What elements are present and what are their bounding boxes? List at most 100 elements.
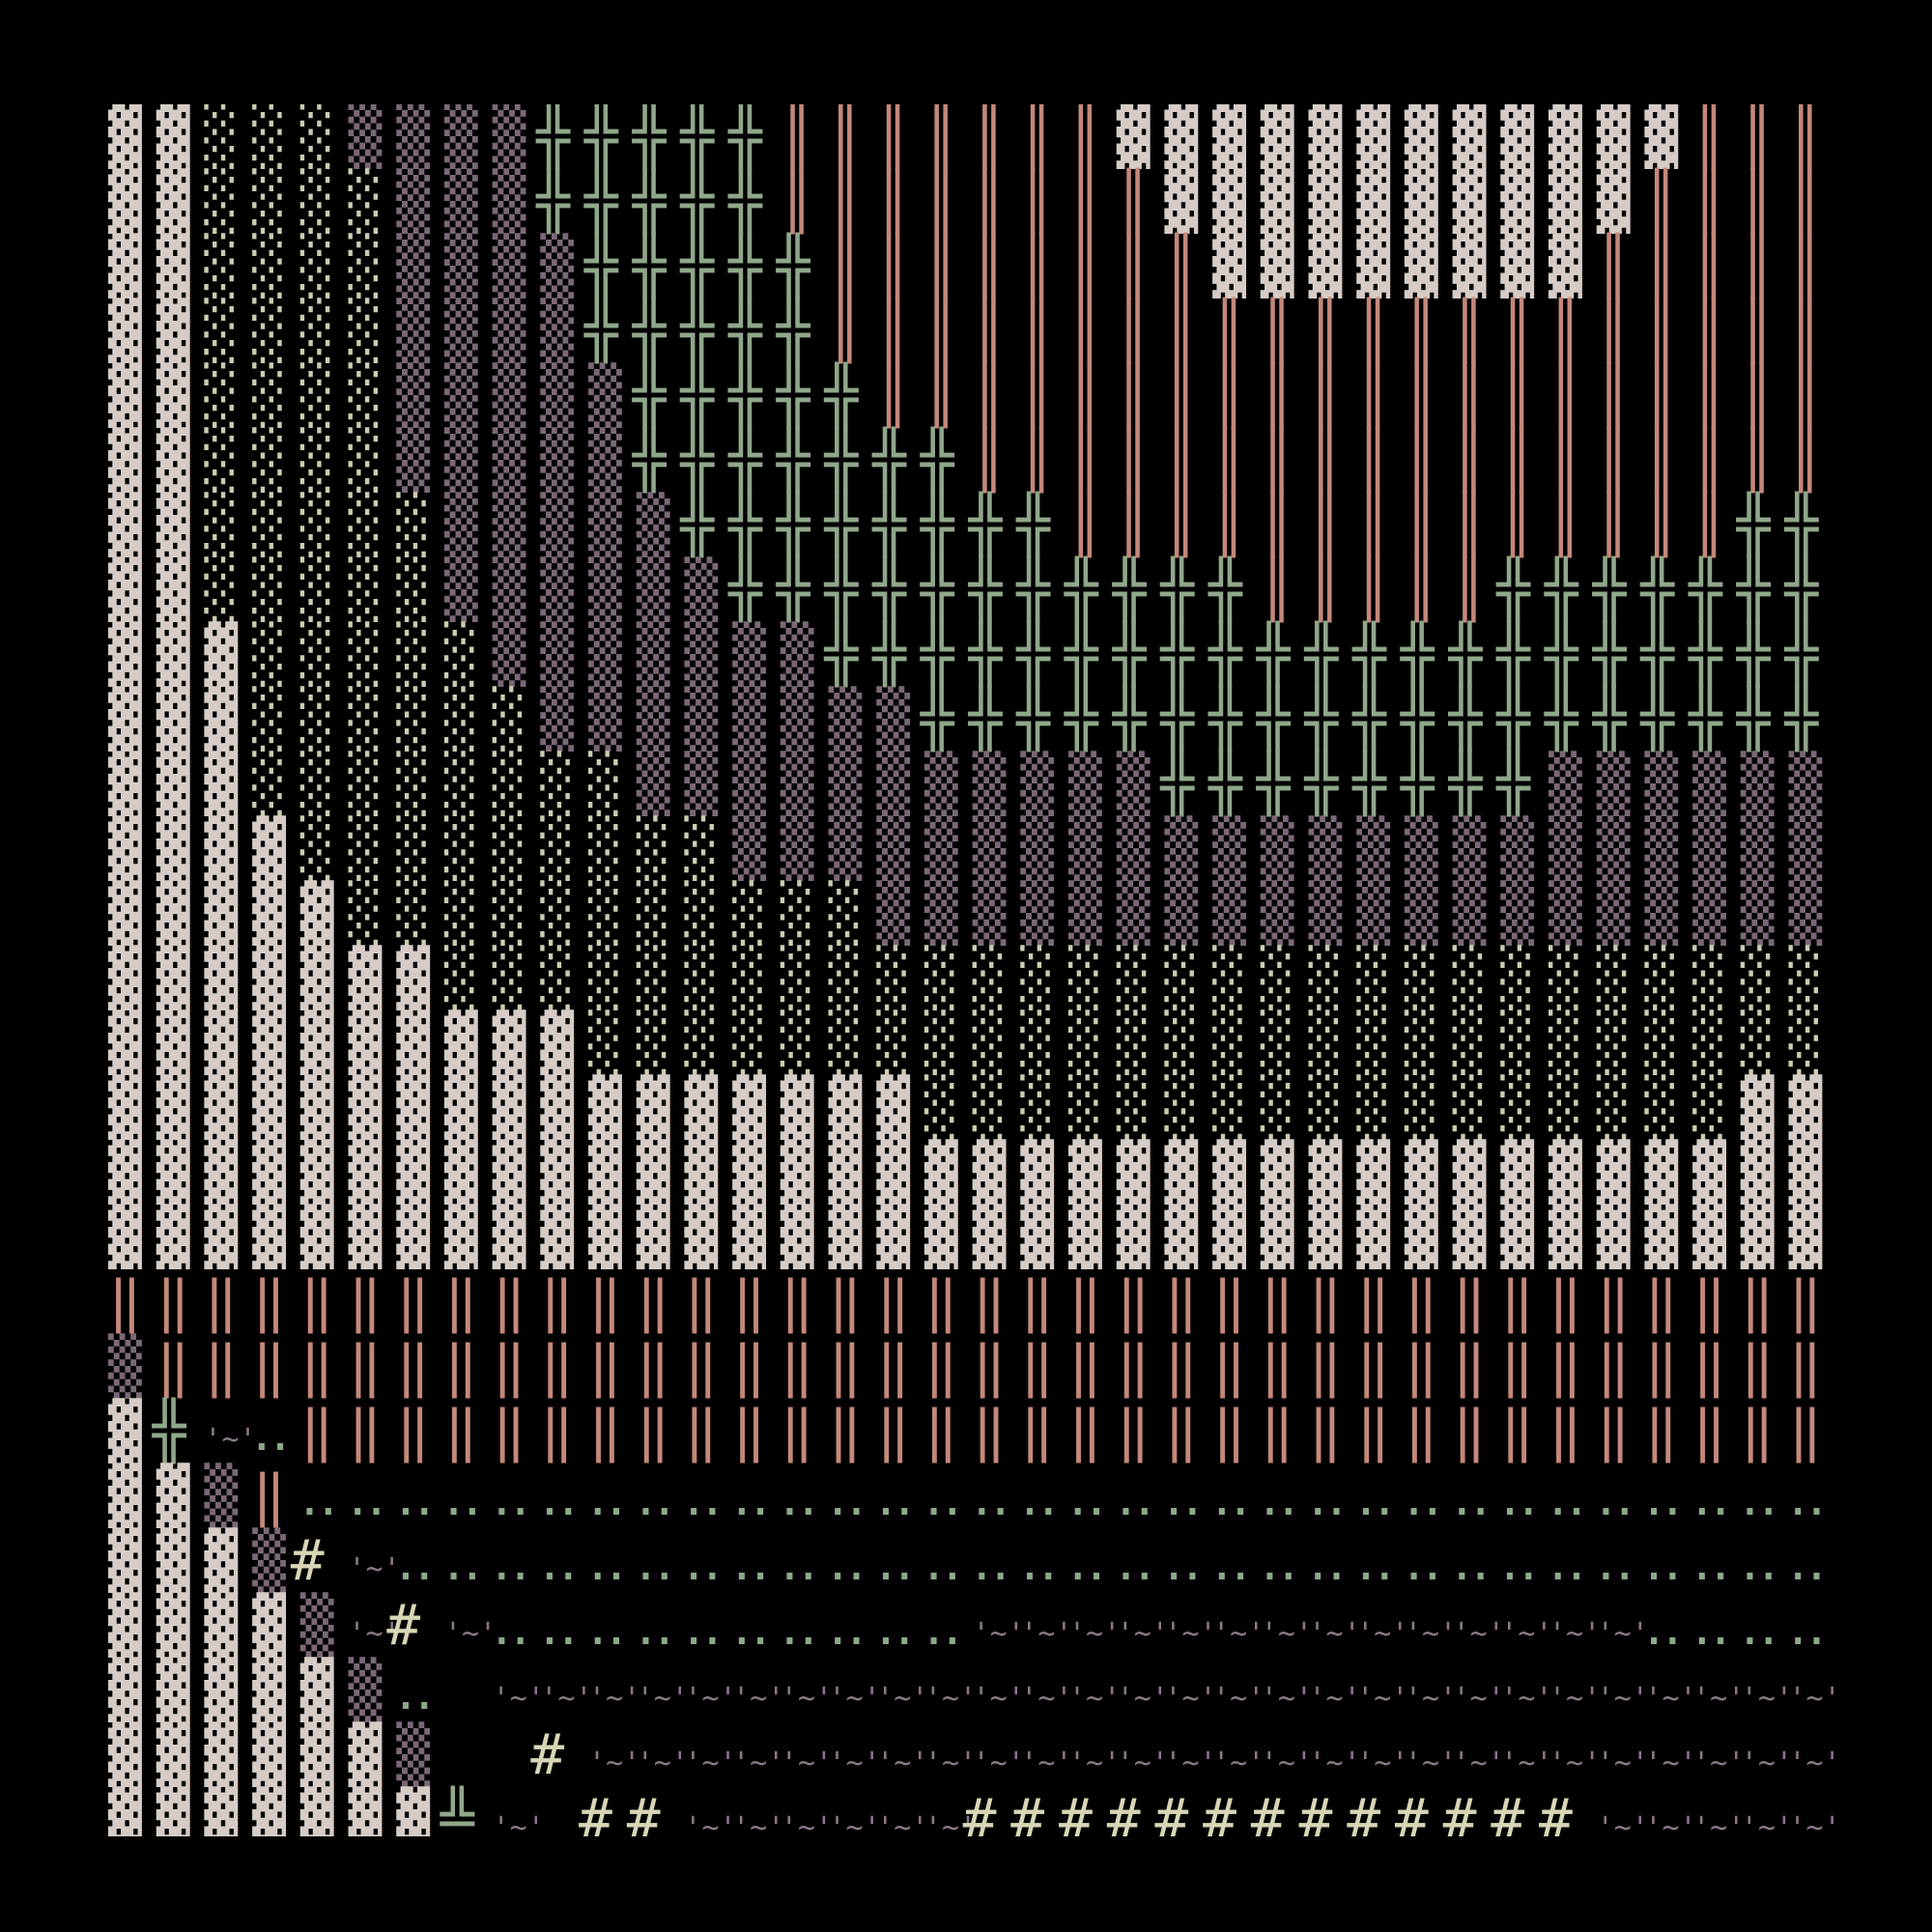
double-vertical-cell: ║ xyxy=(828,104,863,169)
dark-shade-cell: ▓ xyxy=(299,1074,334,1140)
double-bar-cell: ‖ xyxy=(396,1268,431,1334)
double-vertical-cell: ║ xyxy=(876,298,911,363)
double-cross-cell: ╬ xyxy=(1208,686,1243,752)
medium-shade-cell: ▒ xyxy=(588,556,622,622)
light-shade-cell: ░ xyxy=(1596,945,1631,1010)
light-shade-cell: ░ xyxy=(780,1009,814,1075)
double-cross-cell: ╬ xyxy=(968,621,1003,687)
light-shade-cell: ░ xyxy=(443,815,478,881)
medium-shade-cell: ▒ xyxy=(396,233,431,298)
tilde-cell: '~' xyxy=(1644,1811,1697,1837)
tilde-cell: '~' xyxy=(1788,1747,1836,1780)
tilde-cell: '~' xyxy=(636,1682,689,1716)
hash-cell: # xyxy=(530,1721,565,1787)
medium-shade-cell: ▒ xyxy=(396,298,431,363)
dark-shade-cell: ▓ xyxy=(204,1009,239,1075)
dark-shade-cell: ▓ xyxy=(923,1204,958,1269)
double-vertical-cell: ║ xyxy=(1260,427,1294,493)
double-vertical-cell: ║ xyxy=(1500,298,1535,363)
double-cross-cell: ╬ xyxy=(152,1398,186,1463)
double-cross-cell: ╬ xyxy=(584,298,618,363)
hash-cell: # xyxy=(1394,1786,1429,1837)
double-cross-cell: ╬ xyxy=(1016,686,1051,752)
two-dot-cell: ‥ xyxy=(1740,1592,1778,1658)
dark-shade-cell: ▓ xyxy=(252,1074,287,1140)
double-cross-cell: ╬ xyxy=(728,233,763,298)
two-dot-cell: ‥ xyxy=(1500,1463,1539,1528)
dark-shade-cell: ▓ xyxy=(252,1786,287,1837)
double-bar-cell: ‖ xyxy=(780,1333,814,1399)
dark-shade-cell: ▓ xyxy=(588,1204,622,1269)
double-vertical-cell: ║ xyxy=(1788,233,1823,298)
two-dot-cell: ‥ xyxy=(923,1527,962,1593)
double-cross-cell: ╬ xyxy=(1784,492,1819,557)
dark-shade-cell: ▓ xyxy=(443,1009,478,1075)
dark-shade-cell: ▓ xyxy=(156,298,190,363)
tilde-cell: '~' xyxy=(1260,1747,1313,1780)
two-dot-cell: ‥ xyxy=(1452,1463,1491,1528)
tilde-cell: '~' xyxy=(828,1747,881,1780)
double-cross-cell: ╬ xyxy=(1352,751,1387,816)
medium-shade-cell: ▒ xyxy=(1116,880,1151,946)
dark-shade-cell: ▓ xyxy=(732,1074,767,1140)
medium-shade-cell: ▒ xyxy=(1020,880,1055,946)
double-cross-cell: ╬ xyxy=(1304,686,1339,752)
dark-shade-cell: ▓ xyxy=(156,880,190,946)
double-cross-cell: ╬ xyxy=(536,168,571,234)
two-dot-cell: ‥ xyxy=(492,1527,530,1593)
double-cross-cell: ╬ xyxy=(1496,556,1531,622)
dark-shade-cell: ▓ xyxy=(1020,1204,1055,1269)
light-shade-cell: ░ xyxy=(299,362,334,428)
double-cross-cell: ╬ xyxy=(1208,751,1243,816)
double-cross-cell: ╬ xyxy=(632,104,667,169)
ascii-art-grid: ▓ ▓ ░ ░ ░ ▒ ▒ ▒ ▒ ╬ ╬ ╬ ╬ ╬ ║ ║ ║ ║ ║ ║ ║ ▓ ▓ ▓ ▓ ▓ ▓ ▓ ▓ ▓ ▓ ▓ ▓ ║ ║ ║ ▓ ▓ ░ ░… xyxy=(108,104,1835,1836)
dark-shade-cell: ▓ xyxy=(1116,1204,1151,1269)
double-cross-cell: ╬ xyxy=(1112,556,1147,622)
medium-shade-cell: ▒ xyxy=(204,1463,239,1528)
double-cross-cell: ╬ xyxy=(1304,751,1339,816)
light-shade-cell: ░ xyxy=(299,298,334,363)
dark-shade-cell: ▓ xyxy=(108,1074,142,1140)
double-vertical-cell: ║ xyxy=(1116,168,1151,234)
two-dot-cell: ‥ xyxy=(1740,1463,1778,1528)
tilde-cell: '~' xyxy=(732,1811,785,1837)
light-shade-cell: ░ xyxy=(1644,945,1679,1010)
double-cross-cell: ╬ xyxy=(728,362,763,428)
hash-cell: # xyxy=(1154,1786,1189,1837)
hash-cell: # xyxy=(1442,1786,1477,1837)
dark-shade-cell: ▓ xyxy=(972,1139,1007,1205)
tilde-cell: '~' xyxy=(348,1617,401,1651)
medium-shade-cell: ▒ xyxy=(396,1721,431,1787)
dark-shade-cell: ▓ xyxy=(108,168,142,234)
hash-cell: # xyxy=(290,1527,325,1593)
double-bar-cell: ‖ xyxy=(299,1268,334,1334)
double-vertical-cell: ║ xyxy=(780,168,814,234)
double-cross-cell: ╬ xyxy=(1448,751,1483,816)
dark-shade-cell: ▓ xyxy=(299,1009,334,1075)
double-cross-cell: ╬ xyxy=(536,104,571,169)
double-vertical-cell: ║ xyxy=(1452,556,1487,622)
dark-shade-cell: ▓ xyxy=(1068,1204,1102,1269)
dark-shade-cell: ▓ xyxy=(299,1139,334,1205)
dark-shade-cell: ▓ xyxy=(396,945,431,1010)
light-shade-cell: ░ xyxy=(1164,1009,1199,1075)
tilde-cell: '~' xyxy=(443,1617,497,1651)
light-shade-cell: ░ xyxy=(252,427,287,493)
light-shade-cell: ░ xyxy=(588,815,622,881)
double-cross-cell: ╬ xyxy=(920,621,954,687)
medium-shade-cell: ▒ xyxy=(1452,815,1487,881)
double-cross-cell: ╬ xyxy=(824,492,859,557)
dark-shade-cell: ▓ xyxy=(1452,1139,1487,1205)
light-shade-cell: ░ xyxy=(492,686,526,752)
light-shade-cell: ░ xyxy=(348,233,383,298)
dark-shade-cell: ▓ xyxy=(1356,233,1391,298)
double-bar-cell: ‖ xyxy=(1068,1333,1102,1399)
dark-shade-cell: ▓ xyxy=(1164,1204,1199,1269)
light-shade-cell: ░ xyxy=(732,1009,767,1075)
medium-shade-cell: ▒ xyxy=(636,492,670,557)
dark-shade-cell: ▓ xyxy=(1308,1204,1343,1269)
double-bar-cell: ‖ xyxy=(1116,1333,1151,1399)
double-vertical-cell: ║ xyxy=(923,168,958,234)
dark-shade-cell: ▓ xyxy=(204,1592,239,1658)
hash-cell: # xyxy=(579,1786,612,1837)
